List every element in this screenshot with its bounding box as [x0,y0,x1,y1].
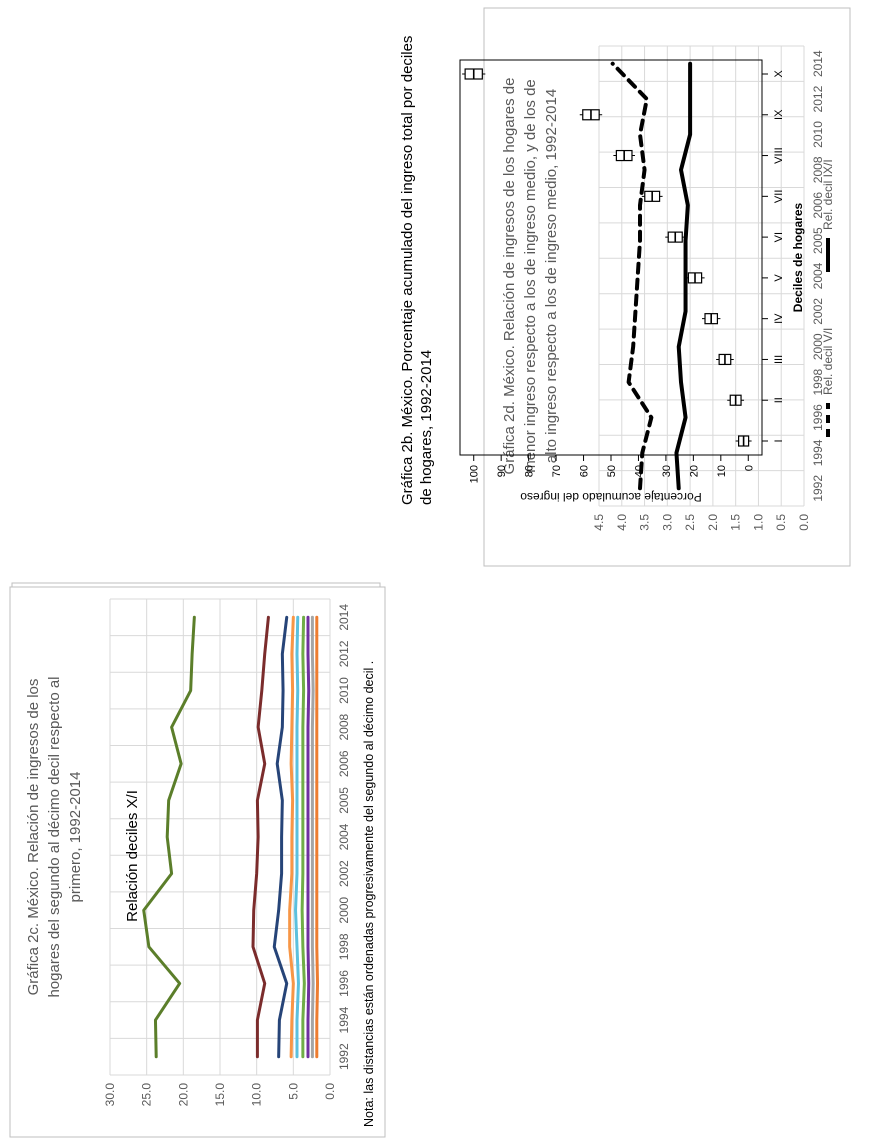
y-tick-label: 100 [469,465,481,483]
x-tick-label: 1992 [811,475,825,502]
x-tick-label: II [773,397,785,403]
x-tick-label: V [773,274,785,282]
y-tick-label: 4.5 [592,514,606,531]
series-line [288,615,295,1059]
x-tick-label: IX [773,109,785,120]
x-tick-label: 2005 [337,787,351,814]
series-line [306,615,311,1059]
x-tick-label: 2006 [811,192,825,219]
y-axis-label: Porcentaje acumulado del ingreso [520,490,702,504]
y-tick-label: 60 [579,465,591,477]
series-line [294,615,300,1059]
y-tick-label: 5.0 [286,1083,300,1100]
series-line [142,615,196,1059]
y-tick-label: 20.0 [176,1083,190,1107]
annotation-label: Relación deciles X/I [124,790,141,922]
x-tick-label: 2010 [337,677,351,704]
x-tick-label: 2008 [337,713,351,740]
y-tick-label: 3.5 [638,514,652,531]
x-tick-label: X [773,70,785,78]
series-line [310,615,315,1059]
x-tick-label: 2012 [337,640,351,667]
x-tick-label: 2002 [337,860,351,887]
x-tick-label: 2000 [811,333,825,360]
y-tick-label: 80 [524,465,536,477]
x-tick-label: VII [773,190,785,203]
x-tick-label: 2000 [337,897,351,924]
series-line [674,61,693,491]
chart-title: hogares del segundo al décimo decil resp… [46,676,63,997]
x-tick-label: 2008 [811,156,825,183]
x-tick-label: 2004 [337,823,351,850]
x-tick-label: I [773,439,785,442]
x-tick-label: 2014 [337,604,351,631]
y-tick-label: 25.0 [140,1083,154,1107]
series-line [315,615,320,1059]
x-tick-label: 2012 [811,85,825,112]
x-tick-label: VIII [773,147,785,164]
chart-panel-2b: Gráfica 2b. México. Porcentaje acumulado… [399,36,805,505]
x-tick-label: 1998 [811,368,825,395]
chart-title: menor ingreso respecto a los de ingreso … [522,79,539,473]
y-tick-label: 70 [551,465,563,477]
chart-title: alto ingreso respecto a los de ingreso m… [543,89,560,463]
footnote: Nota: las distancias están ordenadas pro… [362,661,376,1127]
chart-title: de hogares, 1992-2014 [418,350,435,505]
x-tick-label: 1994 [337,1006,351,1033]
x-tick-label: 1994 [811,439,825,466]
chart-panel-2d: Gráfica 2d. México. Relación de ingresos… [483,7,851,567]
x-tick-label: 2014 [811,50,825,77]
y-tick-label: 1.0 [751,514,765,531]
x-tick-label: 1998 [337,933,351,960]
x-tick-label: 1992 [337,1043,351,1070]
x-axis-label: Deciles de hogares [791,202,805,312]
y-tick-label: 0.5 [774,514,788,531]
y-tick-label: 15.0 [213,1083,227,1107]
y-tick-label: 1.5 [729,514,743,531]
series-line [610,61,654,491]
x-tick-label: 1996 [811,404,825,431]
x-tick-label: 2006 [337,750,351,777]
y-tick-label: 50 [606,465,618,477]
y-tick-label: 2.5 [683,514,697,531]
chart-title: Gráfica 2b. México. Porcentaje acumulado… [399,36,416,505]
y-tick-label: 20 [688,465,700,477]
legend-label: Rel. decil V/I [821,328,835,395]
chart-title: Gráfica 2c. México. Relación de ingresos… [25,679,42,996]
y-tick-label: 0 [743,465,755,471]
y-tick-label: 0.0 [797,514,811,531]
y-tick-label: 10 [716,465,728,477]
y-tick-label: 90 [496,465,508,477]
y-tick-label: 40 [633,465,645,477]
chart-title: Gráfica 2d. México. Relación de ingresos… [501,78,518,475]
y-tick-label: 0.0 [323,1083,337,1100]
y-tick-label: 4.0 [615,514,629,531]
y-tick-label: 30.0 [103,1083,117,1107]
x-tick-label: 1996 [337,970,351,997]
x-tick-label: III [773,355,785,364]
legend-label: Rel. decil IX/I [821,159,835,230]
x-tick-label: IV [773,313,785,324]
y-tick-label: 2.0 [706,514,720,531]
series-line [251,615,270,1059]
chart-panel-2c: Gráfica 2c. México. Relación de ingresos… [9,586,386,1138]
x-tick-label: 2010 [811,121,825,148]
series-line [300,615,306,1059]
x-tick-label: 2005 [811,227,825,254]
y-tick-label: 10.0 [250,1083,264,1107]
series-line [272,615,289,1059]
y-tick-label: 30 [661,465,673,477]
x-tick-label: VI [773,232,785,242]
chart-title: primero, 1992-2014 [67,772,84,903]
y-tick-label: 3.0 [660,514,674,531]
x-tick-label: 2002 [811,298,825,325]
x-tick-label: 2004 [811,262,825,289]
